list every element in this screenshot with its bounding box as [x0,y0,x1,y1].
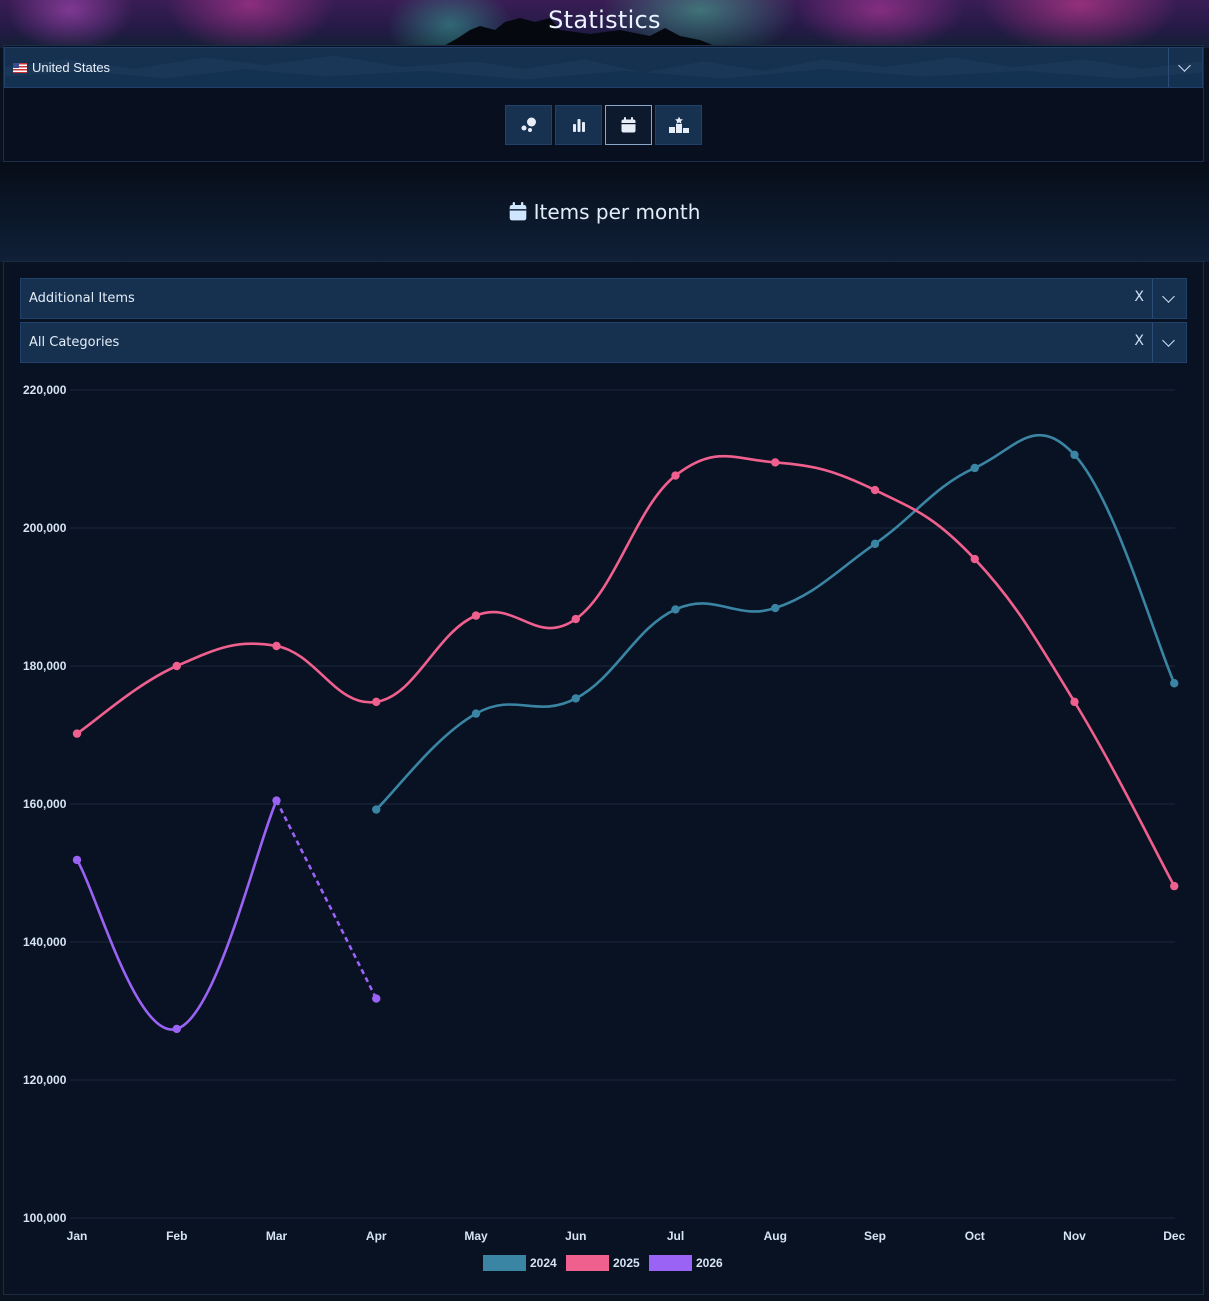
tab-bar-chart[interactable] [555,105,602,145]
tab-calendar[interactable] [605,105,652,145]
legend-label: 2025 [613,1256,640,1270]
data-point-2024 [1070,450,1079,460]
data-point-2024 [671,605,680,614]
x-tick-label: Jul [667,1229,684,1243]
section-backdrop [0,162,1209,262]
x-tick-label: Feb [166,1229,187,1243]
data-point-2025 [372,697,381,707]
legend-label: 2024 [530,1256,557,1270]
clear-category-button[interactable]: X [1134,333,1144,349]
country-select[interactable]: United States [4,47,1203,88]
bar-chart-icon [572,119,585,132]
data-point-2026 [372,994,381,1003]
y-tick-label: 120,000 [23,1073,67,1087]
data-point-2025 [671,471,680,480]
y-tick-label: 200,000 [23,521,67,535]
legend-swatch-2026 [649,1255,692,1271]
y-tick-label: 160,000 [23,797,67,811]
data-point-2025 [970,554,979,564]
x-tick-label: Jan [67,1229,88,1243]
item-type-select[interactable]: Additional Items X [20,278,1187,319]
data-point-2025 [771,458,780,467]
y-tick-label: 180,000 [23,659,67,673]
data-point-2025 [272,641,281,651]
calendar-icon [509,202,526,221]
tab-scatter[interactable] [505,105,552,145]
clear-item-type-button[interactable]: X [1134,289,1144,305]
x-tick-label: Jun [565,1229,586,1243]
item-type-value: Additional Items [29,291,135,306]
y-tick-label: 140,000 [23,935,67,949]
x-tick-label: Apr [366,1229,387,1243]
x-tick-label: Dec [1163,1229,1185,1243]
section-title: Items per month [0,200,1209,224]
legend-swatch-2025 [566,1255,609,1271]
series-line-2026 [75,800,278,1031]
data-point-2025 [72,729,82,738]
y-tick-label: 100,000 [23,1211,67,1225]
tab-podium[interactable] [655,105,702,145]
data-point-2024 [970,463,979,473]
data-point-2026 [272,796,281,805]
x-tick-label: May [464,1229,488,1243]
data-point-2025 [172,661,181,671]
data-point-2026 [172,1024,181,1034]
series-line-2024 [375,433,1176,811]
data-point-2024 [1170,679,1179,688]
series-line-2025 [76,454,1176,887]
section-title-text: Items per month [533,200,701,224]
calendar-icon [621,117,636,133]
view-tabs [505,105,702,146]
x-tick-label: Aug [764,1229,787,1243]
data-point-2024 [471,709,481,718]
category-value: All Categories [29,335,120,350]
legend-label: 2026 [696,1256,723,1270]
podium-icon [668,117,689,133]
mountain-silhouette [440,18,720,48]
data-point-2024 [571,694,580,703]
data-point-2024 [372,805,381,814]
x-tick-label: Nov [1063,1229,1086,1243]
x-tick-label: Oct [965,1229,985,1243]
select-divider [1168,48,1169,87]
data-point-2025 [471,611,481,620]
chart-panel [3,261,1204,1295]
data-point-2025 [1170,881,1179,891]
select-divider [1152,323,1153,362]
legend-swatch-2024 [483,1255,526,1271]
category-select[interactable]: All Categories X [20,322,1187,363]
data-point-2024 [870,539,880,549]
mountain-backdrop [5,55,1202,87]
x-tick-label: Mar [266,1229,288,1243]
y-tick-label: 220,000 [23,383,67,397]
series-line-2026-projected [275,799,378,1000]
us-flag-icon [13,63,27,73]
page-title: Statistics [548,6,661,34]
data-point-2025 [571,614,580,624]
country-name: United States [32,60,111,75]
data-point-2025 [1070,697,1079,707]
scatter-icon [521,117,536,132]
x-tick-label: Sep [864,1229,886,1243]
data-point-2024 [771,603,780,613]
data-point-2025 [870,485,880,495]
data-point-2026 [72,855,82,865]
select-divider [1152,279,1153,318]
country-label: United States [13,60,110,75]
